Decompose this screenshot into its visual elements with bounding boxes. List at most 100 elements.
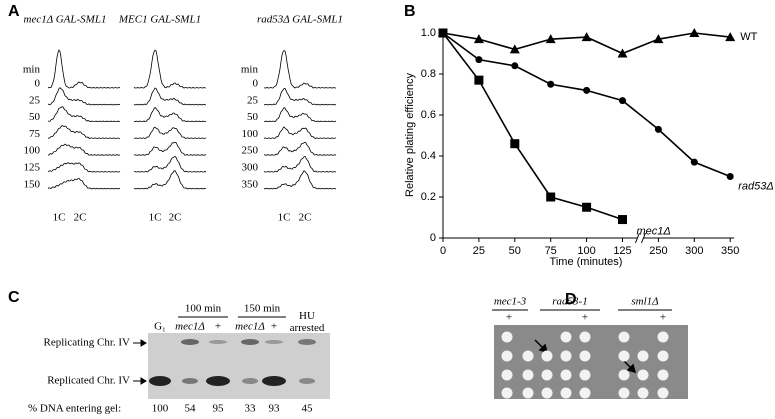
- control-label: +: [582, 312, 588, 324]
- colony: [637, 369, 649, 381]
- plate-arrows: [534, 339, 637, 374]
- y-tick-label: 0.8: [421, 68, 436, 80]
- marker: [654, 125, 662, 133]
- x-tick-label: 350: [721, 245, 739, 257]
- panel-letter: B: [404, 3, 416, 20]
- histogram-trace: [47, 87, 121, 106]
- x-tick-label: 250: [649, 245, 667, 257]
- y-tick-label: 0.4: [421, 150, 436, 162]
- time-label: 125: [24, 162, 41, 174]
- gel-arrows: [133, 316, 286, 385]
- control-label: +: [660, 312, 666, 324]
- lane-label: mec1Δ: [235, 321, 265, 333]
- axis-break: [637, 233, 644, 243]
- colony: [501, 369, 513, 381]
- time-label: 250: [242, 145, 259, 157]
- histogram-trace: [264, 87, 337, 106]
- histogram-trace: [134, 126, 207, 139]
- marker: [511, 62, 519, 70]
- marker: [619, 97, 626, 105]
- colony: [501, 331, 513, 343]
- column-title: rad53Δ GAL-SML1: [257, 14, 343, 26]
- marker: [473, 34, 484, 44]
- series-label: WT: [740, 31, 757, 43]
- colony: [579, 369, 591, 381]
- marker: [581, 32, 592, 42]
- histogram-trace: [47, 125, 120, 139]
- histogram-trace: [134, 106, 207, 123]
- percent-value: 95: [213, 403, 225, 415]
- colony: [522, 387, 534, 399]
- plate: [494, 325, 688, 399]
- panel-letter: A: [8, 3, 20, 20]
- colony: [522, 350, 534, 362]
- histogram-trace: [263, 126, 336, 139]
- histogram-trace: [47, 143, 121, 156]
- percent-value: 45: [302, 403, 314, 415]
- series-label: rad53Δ: [738, 180, 774, 192]
- time-unit: min: [241, 64, 259, 76]
- histogram-trace: [47, 162, 121, 173]
- lane-label: +: [271, 321, 277, 333]
- marker: [653, 34, 664, 44]
- peak-label: 1C: [53, 212, 66, 224]
- group-label: 100 min: [185, 303, 222, 315]
- marker: [583, 86, 591, 94]
- lane-label: HU arrested: [290, 310, 325, 334]
- panel-letter: C: [8, 289, 20, 306]
- colony: [657, 387, 669, 399]
- marker: [690, 158, 698, 166]
- histogram-trace: [263, 170, 336, 190]
- group-label: 150 min: [244, 303, 281, 315]
- colony: [560, 387, 572, 399]
- x-tick-label: 75: [545, 245, 557, 257]
- colony: [657, 331, 669, 343]
- colony: [541, 350, 553, 362]
- x-tick-label: 300: [685, 245, 703, 257]
- percent-value: 54: [185, 403, 197, 415]
- strain-label: sml1Δ: [631, 296, 658, 308]
- gel-bands: [149, 339, 316, 386]
- marker: [474, 75, 484, 85]
- time-unit: min: [23, 64, 41, 76]
- time-label: 300: [242, 162, 259, 174]
- column-title: mec1Δ GAL-SML1: [24, 14, 107, 26]
- marker: [547, 80, 555, 88]
- x-tick-label: 100: [577, 245, 595, 257]
- x-tick-label: 50: [509, 245, 521, 257]
- time-label: 25: [29, 94, 41, 106]
- band-label: Replicating Chr. IV: [44, 337, 131, 349]
- colony: [541, 369, 553, 381]
- x-tick-label: 0: [440, 245, 446, 257]
- series-label: mec1Δ: [637, 225, 671, 237]
- marker: [725, 32, 736, 42]
- percent-value: 33: [245, 403, 257, 415]
- histogram-trace: [133, 141, 206, 156]
- histogram-trace: [47, 177, 121, 190]
- histogram-trace: [263, 49, 336, 89]
- panel-letter: D: [565, 291, 577, 308]
- time-label: 75: [29, 128, 41, 140]
- marker: [582, 202, 592, 212]
- colony: [560, 350, 572, 362]
- marker: [509, 44, 520, 54]
- marker: [726, 173, 734, 180]
- histogram-trace: [263, 107, 337, 123]
- colony: [541, 387, 553, 399]
- marker: [510, 139, 520, 149]
- y-tick-label: 0.2: [421, 191, 436, 203]
- percent-value: 93: [269, 403, 281, 415]
- axis-break-mark: [634, 232, 640, 244]
- peak-label: 1C: [278, 212, 291, 224]
- histogram-trace: [133, 170, 207, 190]
- colony: [657, 350, 669, 362]
- colony: [501, 350, 513, 362]
- peak-label: 2C: [74, 212, 87, 224]
- colony: [579, 350, 591, 362]
- time-label: 350: [242, 178, 259, 190]
- lane-label: +: [215, 321, 221, 333]
- histogram-trace: [47, 49, 121, 89]
- time-label: 50: [29, 111, 41, 123]
- y-axis-label: Relative plating efficiency: [404, 73, 416, 197]
